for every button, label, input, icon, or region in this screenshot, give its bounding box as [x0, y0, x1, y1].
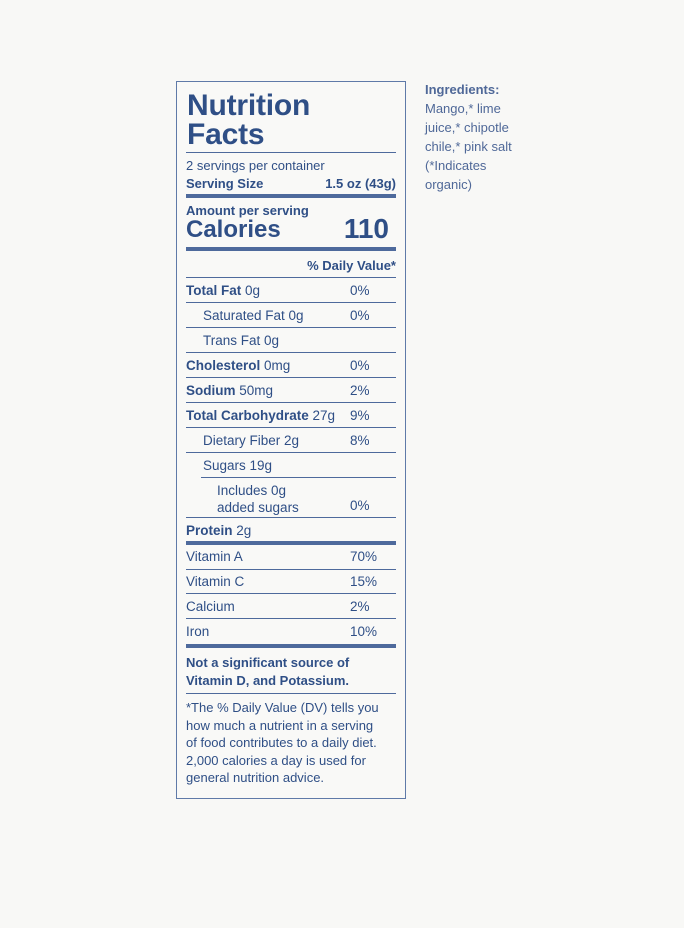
- nutrient-name: Dietary Fiber 2g: [203, 433, 300, 448]
- ingredients-line: Mango,* lime: [425, 101, 501, 116]
- not-significant-line: Not a significant source of: [186, 655, 350, 670]
- divider: [186, 427, 396, 428]
- nutrient-row-protein: Protein 2g: [186, 518, 396, 543]
- vitamin-row-iron: Iron 10%: [186, 619, 396, 644]
- vitamin-row-calcium: Calcium 2%: [186, 594, 396, 619]
- vitamin-name: Iron: [186, 624, 210, 639]
- nutrient-dv: 9%: [350, 408, 370, 423]
- vitamin-dv: 2%: [350, 599, 370, 614]
- nutrient-name-bold: Total Fat: [186, 283, 242, 298]
- divider: [186, 352, 396, 353]
- nutrient-name: Saturated Fat 0g: [203, 308, 304, 323]
- nutrient-amount: 0g: [241, 283, 261, 298]
- calories-label: Calories: [186, 216, 281, 243]
- not-significant-note: Not a significant source of Vitamin D, a…: [186, 654, 349, 690]
- divider: [186, 693, 396, 694]
- vitamin-row-vitamin-a: Vitamin A 70%: [186, 544, 396, 569]
- divider-thick: [186, 541, 396, 545]
- divider: [186, 452, 396, 453]
- nutrient-row-sugars: Sugars 19g: [186, 453, 396, 478]
- vitamin-name: Vitamin A: [186, 549, 243, 564]
- divider-thick: [186, 194, 396, 198]
- footnote-line: how much a nutrient in a serving: [186, 717, 374, 733]
- nutrient-name: Sugars 19g: [203, 458, 273, 473]
- vitamin-name: Calcium: [186, 599, 235, 614]
- nutrient-row-added-sugars: Includes 0g added sugars 0%: [186, 478, 396, 516]
- nutrient-row-dietary-fiber: Dietary Fiber 2g 8%: [186, 428, 396, 453]
- serving-size-label: Serving Size: [186, 176, 264, 191]
- ingredients-block: Ingredients: Mango,* lime juice,* chipot…: [425, 80, 525, 194]
- divider: [186, 152, 396, 153]
- nutrient-name-line2: added sugars: [217, 500, 299, 515]
- footnote-line: 2,000 calories a day is used for: [186, 752, 366, 768]
- footnote-line: general nutrition advice.: [186, 770, 325, 785]
- divider: [186, 618, 396, 619]
- nutrient-amount: 50mg: [235, 383, 274, 398]
- daily-value-header: % Daily Value*: [307, 258, 396, 273]
- divider: [186, 402, 396, 403]
- vitamin-dv: 10%: [350, 624, 378, 639]
- serving-size-value: 1.5 oz (43g): [325, 176, 396, 191]
- nutrient-name: Sodium 50mg: [186, 383, 273, 398]
- nutrition-facts-label: Nutrition Facts 2 servings per container…: [176, 81, 406, 799]
- nutrient-name-line1: Includes 0g: [217, 483, 287, 498]
- divider: [186, 569, 396, 570]
- nutrient-dv: 0%: [350, 358, 370, 373]
- vitamin-row-vitamin-c: Vitamin C 15%: [186, 569, 396, 594]
- divider-thick: [186, 644, 396, 648]
- not-significant-line: Vitamin D, and Potassium.: [186, 673, 350, 688]
- nutrient-name: Protein 2g: [186, 523, 251, 538]
- label-title: Nutrition Facts: [187, 89, 399, 151]
- nutrient-row-cholesterol: Cholesterol 0mg 0%: [186, 353, 396, 378]
- divider-thick: [186, 247, 396, 251]
- nutrient-name: Total Fat 0g: [186, 283, 260, 298]
- nutrient-row-total-fat: Total Fat 0g 0%: [186, 278, 396, 303]
- nutrient-dv: 0%: [350, 308, 370, 323]
- ingredients-line: juice,* chipotle: [425, 120, 509, 135]
- nutrient-row-sodium: Sodium 50mg 2%: [186, 378, 396, 403]
- nutrient-row-saturated-fat: Saturated Fat 0g 0%: [186, 303, 396, 328]
- nutrient-name: Cholesterol 0mg: [186, 358, 290, 373]
- nutrient-name-bold: Total Carbohydrate: [186, 408, 309, 423]
- nutrient-dv: 0%: [350, 283, 370, 298]
- divider: [201, 477, 396, 478]
- vitamin-name: Vitamin C: [186, 574, 245, 589]
- nutrient-amount: 27g: [308, 408, 336, 423]
- nutrient-name-bold: Sodium: [186, 383, 236, 398]
- nutrient-name: Total Carbohydrate 27g: [186, 408, 335, 423]
- servings-per-container: 2 servings per container: [186, 158, 325, 173]
- divider: [186, 302, 396, 303]
- nutrient-name: Trans Fat 0g: [203, 333, 280, 348]
- divider: [186, 517, 396, 518]
- nutrient-name-bold: Protein: [186, 523, 233, 538]
- nutrient-amount: 0mg: [260, 358, 291, 373]
- ingredients-line: chile,* pink salt: [425, 139, 512, 154]
- vitamin-dv: 70%: [350, 549, 378, 564]
- footnote-line: *The % Daily Value (DV) tells you: [186, 700, 379, 715]
- divider: [186, 593, 396, 594]
- calories-value: 110: [343, 213, 389, 244]
- vitamin-dv: 15%: [350, 574, 378, 589]
- divider: [186, 277, 396, 278]
- footnote-line: of food contributes to a daily diet.: [186, 735, 377, 750]
- title-line-1: Nutrition: [187, 89, 311, 122]
- amount-per-serving: Amount per serving: [186, 203, 309, 218]
- nutrient-dv: 0%: [350, 498, 370, 513]
- nutrient-dv: 2%: [350, 383, 370, 398]
- nutrient-name: Includes 0g added sugars: [217, 482, 299, 516]
- nutrient-amount: 2g: [232, 523, 252, 538]
- nutrient-name-bold: Cholesterol: [186, 358, 261, 373]
- nutrient-dv: 8%: [350, 433, 370, 448]
- divider: [186, 377, 396, 378]
- ingredients-heading: Ingredients:: [425, 82, 500, 97]
- divider: [186, 327, 396, 328]
- nutrient-row-trans-fat: Trans Fat 0g: [186, 328, 396, 353]
- title-line-2: Facts: [187, 118, 265, 151]
- nutrient-row-total-carbohydrate: Total Carbohydrate 27g 9%: [186, 403, 396, 428]
- daily-value-footnote: *The % Daily Value (DV) tells you how mu…: [186, 699, 379, 787]
- ingredients-line: organic): [425, 177, 472, 192]
- ingredients-line: (*Indicates: [425, 158, 487, 173]
